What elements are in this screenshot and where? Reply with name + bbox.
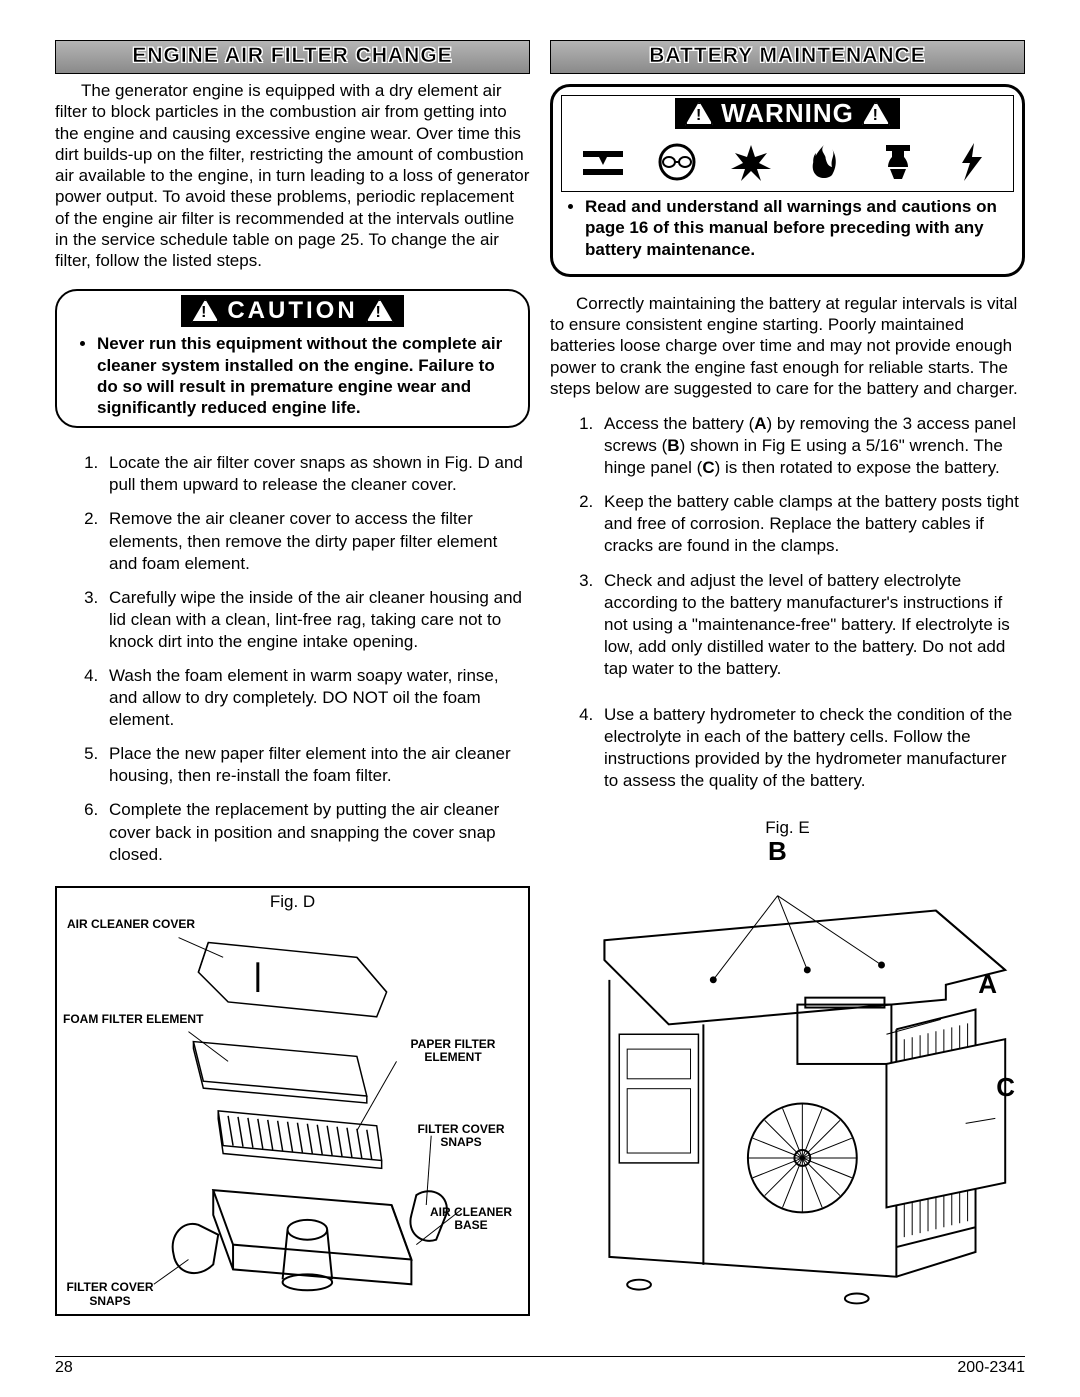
eye-protection-icon [652,139,702,185]
warning-triangle-icon: ! [366,299,394,323]
step-item: Carefully wipe the inside of the air cle… [103,587,530,653]
two-column-layout: ENGINE AIR FILTER CHANGE The generator e… [55,40,1025,1344]
figure-label-b: B [768,836,787,867]
page-footer: 28 200-2341 [55,1356,1025,1377]
warning-label-text: WARNING [721,98,854,129]
caution-box: ! CAUTION ! Never run this equipment wit… [55,289,530,428]
intro-paragraph: Correctly maintaining the battery at reg… [550,293,1025,399]
warning-triangle-icon: ! [862,102,890,126]
warning-label: ! WARNING ! [675,98,900,129]
warning-box: ! WARNING ! [550,84,1025,277]
intro-paragraph: The generator engine is equipped with a … [55,80,530,271]
diagram-label: FILTER COVER SNAPS [65,1281,155,1307]
step-item: Wash the foam element in warm soapy wate… [103,665,530,731]
step-item: Check and adjust the level of battery el… [598,570,1025,680]
warning-item: Read and understand all warnings and cau… [585,196,1004,260]
section-header-battery: BATTERY MAINTENANCE [550,40,1025,74]
warning-list: Read and understand all warnings and cau… [561,192,1014,264]
figure-caption: Fig. D [57,892,528,912]
step-item: Place the new paper filter element into … [103,743,530,787]
figure-d-diagram [57,888,528,1314]
electric-shock-icon [947,139,997,185]
left-column: ENGINE AIR FILTER CHANGE The generator e… [55,40,530,1344]
chemical-burn-icon [873,139,923,185]
diagram-label: PAPER FILTER ELEMENT [408,1038,498,1064]
right-column: BATTERY MAINTENANCE ! WARNING ! [550,40,1025,1344]
section-header-text: BATTERY MAINTENANCE [649,44,925,67]
section-header-air-filter: ENGINE AIR FILTER CHANGE [55,40,530,74]
caution-label-row: ! CAUTION ! [71,295,514,327]
warning-triangle-icon: ! [191,299,219,323]
battery-steps: Access the battery (A) by removing the 3… [550,413,1025,804]
caution-list: Never run this equipment without the com… [71,333,514,418]
crush-hazard-icon [578,139,628,185]
figure-e-diagram [550,814,1025,1344]
figure-e: Fig. E [550,814,1025,1344]
step-item: Keep the battery cable clamps at the bat… [598,491,1025,557]
explosion-hazard-icon [726,139,776,185]
figure-label-a: A [978,969,997,1000]
air-filter-steps: Locate the air filter cover snaps as sho… [55,452,530,878]
manual-page: ENGINE AIR FILTER CHANGE The generator e… [0,0,1080,1397]
diagram-label: AIR CLEANER COVER [67,918,195,931]
diagram-label: FOAM FILTER ELEMENT [63,1013,203,1026]
step-item: Locate the air filter cover snaps as sho… [103,452,530,496]
document-number: 200-2341 [957,1359,1025,1377]
hazard-icon-row [562,133,1013,191]
step-item: Complete the replacement by putting the … [103,799,530,865]
figure-label-c: C [996,1072,1015,1103]
step-item: Use a battery hydrometer to check the co… [598,704,1025,792]
diagram-label: FILTER COVER SNAPS [416,1123,506,1149]
warning-label-row: ! WARNING ! [562,96,1013,133]
page-number: 28 [55,1359,73,1377]
figure-caption: Fig. E [550,818,1025,838]
section-header-text: ENGINE AIR FILTER CHANGE [132,44,452,67]
warning-triangle-icon: ! [685,102,713,126]
caution-label: ! CAUTION ! [181,295,403,327]
fire-hazard-icon [799,139,849,185]
caution-item: Never run this equipment without the com… [97,333,514,418]
step-item: Remove the air cleaner cover to access t… [103,508,530,574]
diagram-label: AIR CLEANER BASE [426,1206,516,1232]
step-item: Access the battery (A) by removing the 3… [598,413,1025,479]
figure-d: Fig. D [55,886,530,1316]
caution-label-text: CAUTION [227,297,357,325]
